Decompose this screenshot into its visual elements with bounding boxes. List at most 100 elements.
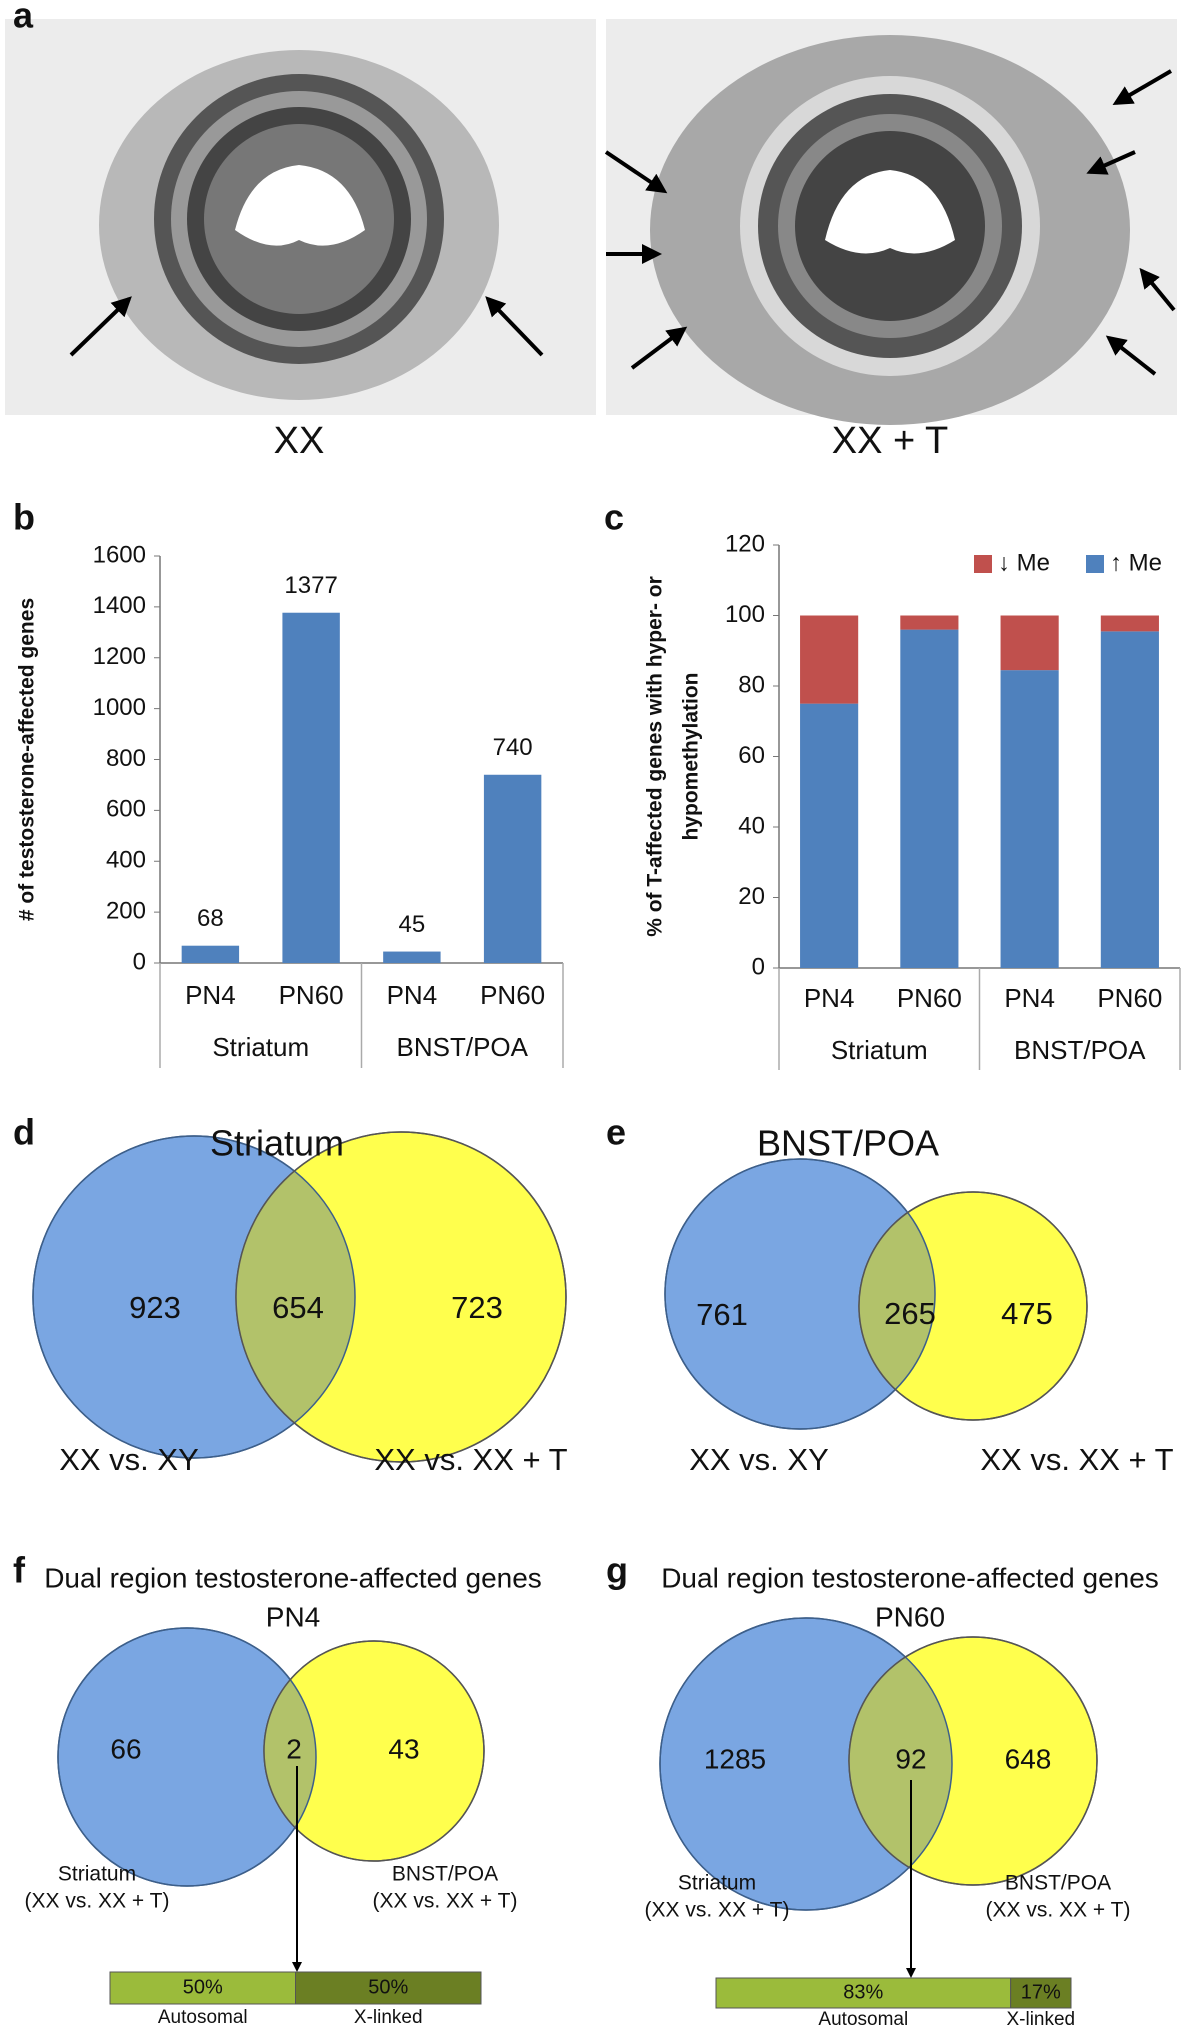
bar-segment — [800, 615, 859, 704]
data-label: 45 — [399, 911, 426, 938]
set-label: XX vs. XX + T — [980, 1442, 1173, 1477]
bar-segment — [800, 703, 859, 968]
panel-letter: e — [606, 1112, 626, 1153]
breakdown-category-label: X-linked — [354, 2007, 423, 2028]
y-tick-label: 800 — [106, 745, 146, 772]
bar-segment — [1100, 631, 1159, 968]
count-label: 265 — [884, 1296, 936, 1331]
y-axis-label: # of testosterone-affected genes — [16, 598, 39, 921]
breakdown-value-label: 50% — [368, 1976, 408, 1998]
breakdown-value-label: 50% — [183, 1976, 223, 1998]
x-tick-label: PN60 — [1097, 983, 1162, 1013]
y-axis-label: hypomethylation — [680, 672, 703, 840]
set-outline — [235, 1131, 567, 1463]
breakdown-segment — [109, 1971, 296, 2005]
bar — [483, 774, 542, 963]
chart-title: BNST/POA — [757, 1123, 939, 1164]
set-outline — [848, 1636, 1098, 1886]
y-tick-label: 60 — [738, 742, 765, 769]
bar-segment — [1000, 670, 1059, 968]
count-label: 923 — [129, 1290, 181, 1325]
count-label: 66 — [110, 1733, 141, 1764]
group-label: BNST/POA — [397, 1032, 529, 1062]
set-label: (XX vs. XX + T) — [25, 1890, 170, 1913]
bar-segment — [1000, 615, 1059, 671]
count-label: 2 — [286, 1733, 302, 1764]
set-outline — [659, 1617, 953, 1911]
overlap-region — [236, 1136, 355, 1458]
x-tick-label: PN60 — [279, 980, 344, 1010]
chart-title: Dual region testosterone-affected genes — [661, 1562, 1159, 1593]
bar — [181, 945, 240, 963]
breakdown-category-label: Autosomal — [818, 2009, 908, 2030]
set-label: XX vs. XY — [59, 1442, 199, 1477]
set-outline — [57, 1627, 317, 1887]
y-tick-label: 120 — [725, 530, 765, 557]
group-label: BNST/POA — [1014, 1035, 1146, 1065]
bar — [383, 951, 441, 963]
panel-letter: f — [13, 1550, 26, 1591]
set-label: (XX vs. XX + T) — [986, 1899, 1131, 1922]
y-tick-label: 80 — [738, 671, 765, 698]
y-tick-label: 0 — [133, 948, 146, 975]
x-tick-label: PN4 — [1004, 983, 1055, 1013]
count-label: 761 — [696, 1297, 748, 1332]
legend-swatch — [1086, 555, 1104, 573]
bar-segment — [1100, 615, 1159, 632]
count-label: 654 — [272, 1290, 324, 1325]
breakdown-value-label: 17% — [1021, 1981, 1061, 2003]
chart-title: Dual region testosterone-affected genes — [44, 1562, 542, 1593]
count-label: 92 — [895, 1743, 926, 1774]
panel-letter: g — [606, 1550, 628, 1591]
legend-label: ↑ Me — [1110, 549, 1162, 576]
panel-letter: d — [13, 1112, 35, 1153]
breakdown-category-label: X-linked — [1006, 2009, 1075, 2030]
legend-label: ↓ Me — [998, 549, 1050, 576]
x-tick-label: PN60 — [897, 983, 962, 1013]
micrograph-right — [604, 19, 1177, 425]
set-label: BNST/POA — [392, 1863, 498, 1886]
panel-letter: a — [13, 0, 34, 36]
y-tick-label: 1400 — [93, 592, 146, 619]
y-tick-label: 600 — [106, 796, 146, 823]
breakdown-value-label: 83% — [843, 1981, 883, 2003]
breakdown-category-label: Autosomal — [158, 2007, 248, 2028]
count-label: 43 — [388, 1733, 419, 1764]
count-label: 723 — [451, 1290, 503, 1325]
y-tick-label: 400 — [106, 847, 146, 874]
x-tick-label: PN4 — [804, 983, 855, 1013]
set-outline — [664, 1158, 936, 1430]
data-label: 1377 — [284, 572, 337, 599]
set-label: Striatum — [58, 1863, 136, 1886]
set-outline — [32, 1135, 356, 1459]
set-label: BNST/POA — [1005, 1872, 1111, 1895]
chart-subtitle: PN4 — [266, 1601, 320, 1632]
set-outline — [858, 1191, 1088, 1421]
y-tick-label: 1600 — [93, 541, 146, 568]
panel-letter: c — [604, 497, 624, 538]
image-label: XX + T — [832, 420, 949, 462]
set-label: (XX vs. XX + T) — [645, 1899, 790, 1922]
y-tick-label: 40 — [738, 812, 765, 839]
legend-swatch — [974, 555, 992, 573]
y-tick-label: 20 — [738, 883, 765, 910]
set-label: Striatum — [678, 1872, 756, 1895]
chart-title: Striatum — [210, 1123, 344, 1164]
x-tick-label: PN4 — [185, 980, 236, 1010]
set-outline — [263, 1640, 485, 1862]
y-tick-label: 1200 — [93, 643, 146, 670]
count-label: 475 — [1001, 1296, 1053, 1331]
group-label: Striatum — [831, 1035, 928, 1065]
data-label: 68 — [197, 905, 224, 932]
set-label: XX vs. XX + T — [374, 1442, 567, 1477]
set-label: XX vs. XY — [689, 1442, 829, 1477]
chart-subtitle: PN60 — [875, 1601, 945, 1632]
x-tick-label: PN4 — [387, 980, 438, 1010]
y-tick-label: 0 — [752, 953, 765, 980]
bar-segment — [900, 629, 959, 968]
y-axis-label: % of T-affected genes with hyper- or — [644, 576, 667, 937]
breakdown-segment — [295, 1971, 482, 2005]
bar — [282, 612, 340, 963]
group-label: Striatum — [212, 1032, 309, 1062]
